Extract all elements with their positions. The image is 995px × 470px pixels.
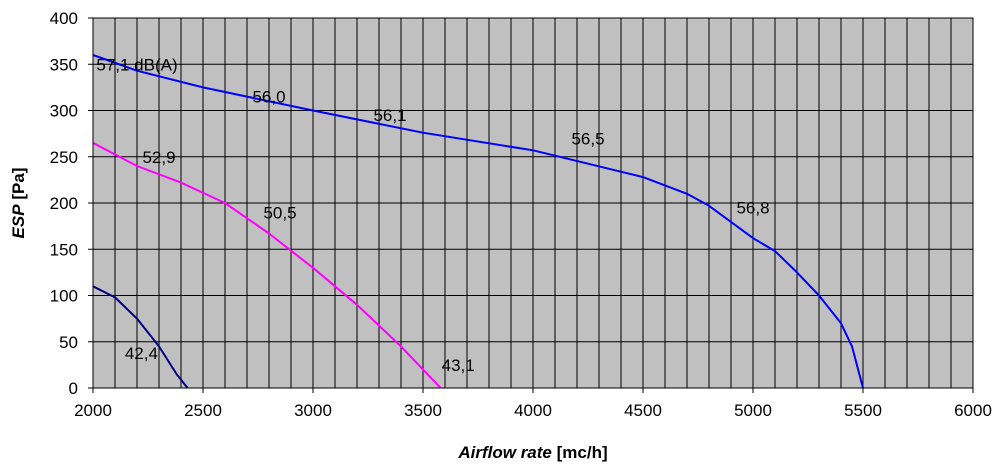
y-tick-label: 300 (50, 102, 78, 121)
x-tick-label: 4500 (624, 401, 662, 420)
x-tick-label: 4000 (514, 401, 552, 420)
tick-labels: 2000 2500 3000 3500 4000 4500 5000 5500 6000 0 50 1… (50, 9, 992, 420)
y-tick-label: 0 (69, 379, 78, 398)
x-tick-label: 6000 (954, 401, 992, 420)
y-tick-label: 250 (50, 148, 78, 167)
x-tick-label: 5500 (844, 401, 882, 420)
x-tick-label: 2500 (184, 401, 222, 420)
x-tick-label: 5000 (734, 401, 772, 420)
y-axis-title: ESP [Pa] (9, 168, 28, 239)
y-tick-label: 150 (50, 240, 78, 259)
annotation-label: 56,1 (373, 106, 406, 125)
annotation-label: 56,5 (571, 129, 604, 148)
series-line-2 (92, 142, 442, 389)
grid (93, 18, 973, 388)
x-tick-label: 3500 (404, 401, 442, 420)
annotation-label: 42,4 (125, 344, 158, 363)
y-tick-label: 200 (50, 194, 78, 213)
annotations: 57,1 dB(A) 56,0 56,1 56,5 56,8 52,9 50,5 42,4 43… (96, 55, 769, 375)
y-tick-label: 400 (50, 9, 78, 28)
x-axis-title: Airflow rate [mc/h] (457, 443, 607, 462)
x-tick-label: 3000 (294, 401, 332, 420)
series-line-1 (92, 54, 864, 389)
x-tick-label: 2000 (74, 401, 112, 420)
annotation-label: 50,5 (263, 203, 296, 222)
y-tick-label: 100 (50, 287, 78, 306)
series-line-3 (92, 285, 189, 389)
annotation-label: 57,1 dB(A) (96, 55, 177, 74)
annotation-label: 56,0 (252, 88, 285, 107)
y-tick-label: 50 (59, 333, 78, 352)
y-tick-label: 350 (50, 55, 78, 74)
series-group (92, 54, 864, 389)
annotation-label: 56,8 (736, 199, 769, 218)
annotation-label: 52,9 (142, 148, 175, 167)
annotation-label: 43,1 (442, 356, 475, 375)
